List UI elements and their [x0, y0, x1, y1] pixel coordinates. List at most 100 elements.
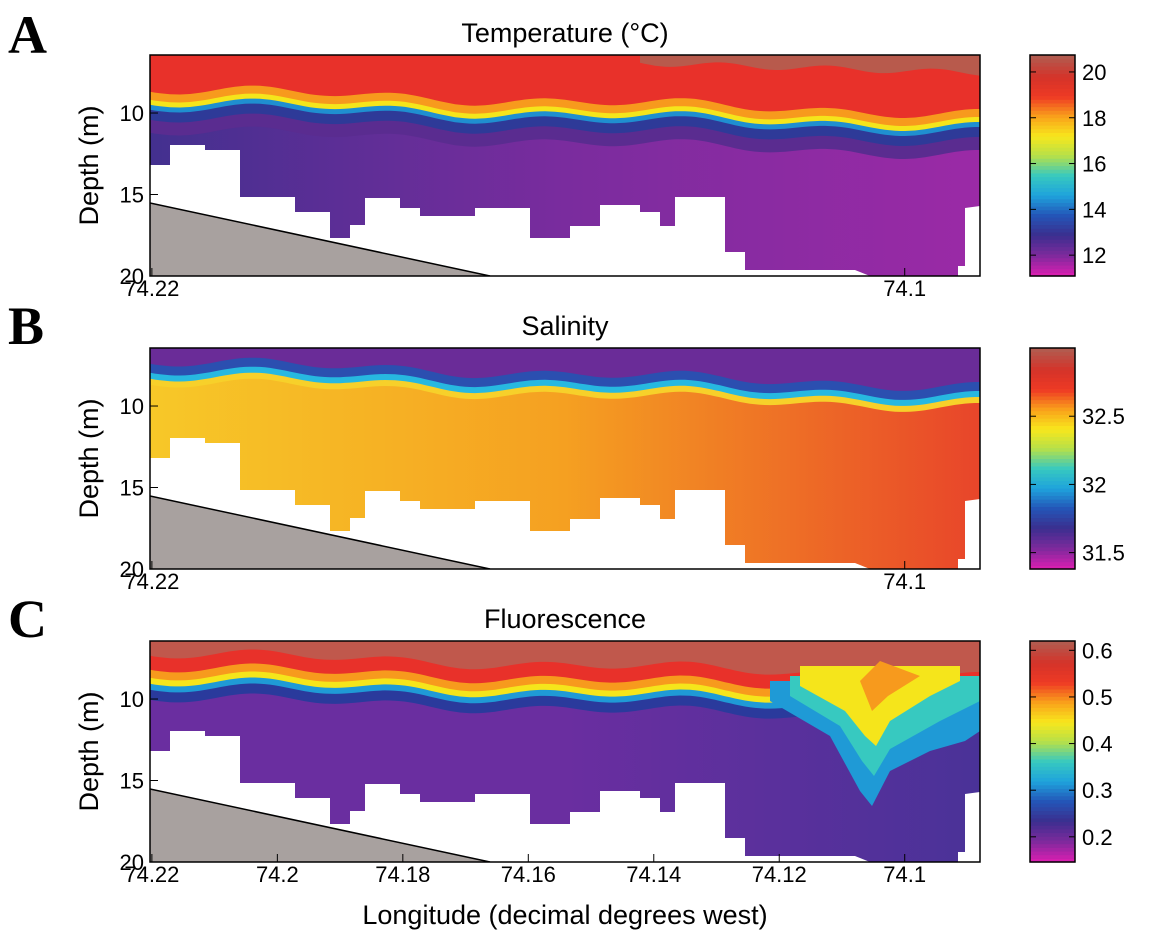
- colorbar-swatch: [1030, 821, 1075, 826]
- colorbar-swatch: [1030, 803, 1075, 808]
- colorbar-swatch: [1030, 751, 1075, 756]
- colorbar-swatch: [1030, 476, 1075, 482]
- colorbar-swatch: [1030, 465, 1075, 471]
- colorbar-swatch: [1030, 106, 1075, 111]
- y-tick-label: 10: [120, 101, 144, 126]
- colorbar-swatch: [1030, 257, 1075, 262]
- colorbar-swatch: [1030, 451, 1075, 456]
- x-tick-label: 74.2: [256, 862, 299, 887]
- colorbar-swatch: [1030, 132, 1075, 137]
- colorbar-swatch: [1030, 843, 1075, 848]
- colorbar-swatch: [1030, 839, 1075, 845]
- colorbar-swatch: [1030, 95, 1075, 100]
- colorbar-swatch: [1030, 710, 1075, 716]
- colorbar-swatch: [1030, 521, 1075, 526]
- colorbar-swatch: [1030, 641, 1075, 646]
- plot-frame: [149, 347, 981, 570]
- colorbar-swatch: [1030, 150, 1075, 156]
- colorbar-swatch: [1030, 99, 1075, 104]
- colorbar-swatch: [1030, 454, 1075, 460]
- colorbar-swatch: [1030, 355, 1075, 360]
- colorbar-swatch: [1030, 161, 1075, 167]
- y-axis-label: Depth (m): [74, 105, 104, 225]
- panel-letter: C: [8, 589, 47, 649]
- colorbar-swatch: [1030, 246, 1075, 251]
- colorbar-swatch: [1030, 828, 1075, 834]
- y-tick-label: 15: [120, 183, 144, 208]
- colorbar-tick-label: 0.6: [1082, 638, 1113, 663]
- contour-band: [150, 641, 980, 682]
- colorbar-swatch: [1030, 550, 1075, 555]
- colorbar-swatch: [1030, 747, 1075, 753]
- colorbar-swatch: [1030, 388, 1075, 393]
- colorbar-swatch: [1030, 714, 1075, 719]
- colorbar-swatch: [1030, 788, 1075, 793]
- colorbar-swatch: [1030, 58, 1075, 63]
- colorbar-swatch: [1030, 696, 1075, 701]
- colorbar-swatch: [1030, 403, 1075, 408]
- colorbar-swatch: [1030, 373, 1075, 379]
- colorbar-swatch: [1030, 217, 1075, 222]
- colorbar-swatch: [1030, 88, 1075, 93]
- colorbar-swatch: [1030, 659, 1075, 664]
- colorbar-swatch: [1030, 561, 1075, 566]
- colorbar-swatch: [1030, 136, 1075, 141]
- colorbar-swatch: [1030, 655, 1075, 661]
- contour-field: [150, 55, 980, 276]
- colorbar-swatch: [1030, 718, 1075, 723]
- colorbar-swatch: [1030, 773, 1075, 778]
- panel-letter: B: [8, 296, 44, 356]
- colorbar-swatch: [1030, 784, 1075, 789]
- colorbar-swatch: [1030, 406, 1075, 412]
- colorbar-swatch: [1030, 565, 1075, 570]
- colorbar-swatch: [1030, 377, 1075, 382]
- chart-title: Temperature (°C): [461, 18, 668, 48]
- colorbar-tick-label: 16: [1082, 152, 1106, 177]
- colorbar-swatch: [1030, 121, 1075, 126]
- panel-letter: A: [8, 5, 47, 65]
- colorbar-swatch: [1030, 250, 1075, 255]
- colorbar-swatch: [1030, 688, 1075, 694]
- colorbar-swatch: [1030, 473, 1075, 478]
- colorbar-swatch: [1030, 510, 1075, 515]
- no-data: [150, 438, 980, 569]
- x-tick-label: 74.22: [124, 569, 179, 594]
- contour-band: [800, 666, 960, 746]
- colorbar-swatch: [1030, 429, 1075, 434]
- colorbar-swatch: [1030, 847, 1075, 852]
- colorbar-swatch: [1030, 795, 1075, 800]
- colorbar-swatch: [1030, 539, 1075, 544]
- colorbar-tick-label: 14: [1082, 197, 1106, 222]
- y-tick-label: 20: [120, 264, 144, 289]
- colorbar-swatch: [1030, 261, 1075, 266]
- x-tick-label: 74.1: [883, 276, 926, 301]
- colorbar-swatch: [1030, 799, 1075, 804]
- colorbar-swatch: [1030, 399, 1075, 404]
- colorbar-swatch: [1030, 272, 1075, 277]
- colorbar-swatch: [1030, 84, 1075, 89]
- colorbar-swatch: [1030, 513, 1075, 519]
- y-axis-label: Depth (m): [74, 691, 104, 811]
- plot-frame: [149, 54, 981, 277]
- contour-field: [150, 348, 980, 569]
- colorbar-swatch: [1030, 707, 1075, 712]
- colorbar-swatch: [1030, 677, 1075, 683]
- colorbar-swatch: [1030, 62, 1075, 67]
- colorbar-swatch: [1030, 535, 1075, 541]
- x-tick-label: 74.14: [626, 862, 681, 887]
- contour-band: [150, 348, 980, 391]
- x-tick-label: 74.12: [752, 862, 807, 887]
- colorbar-swatch: [1030, 469, 1075, 474]
- x-tick-label: 74.22: [124, 276, 179, 301]
- colorbar-swatch: [1030, 502, 1075, 507]
- colorbar-swatch: [1030, 239, 1075, 244]
- colorbar-swatch: [1030, 180, 1075, 185]
- y-tick-label: 10: [120, 394, 144, 419]
- y-tick-label: 20: [120, 850, 144, 875]
- colorbar-swatch: [1030, 762, 1075, 767]
- colorbar-swatch: [1030, 557, 1075, 563]
- colorbar-swatch: [1030, 854, 1075, 859]
- colorbar-tick-label: 0.3: [1082, 778, 1113, 803]
- colorbar-swatch: [1030, 480, 1075, 485]
